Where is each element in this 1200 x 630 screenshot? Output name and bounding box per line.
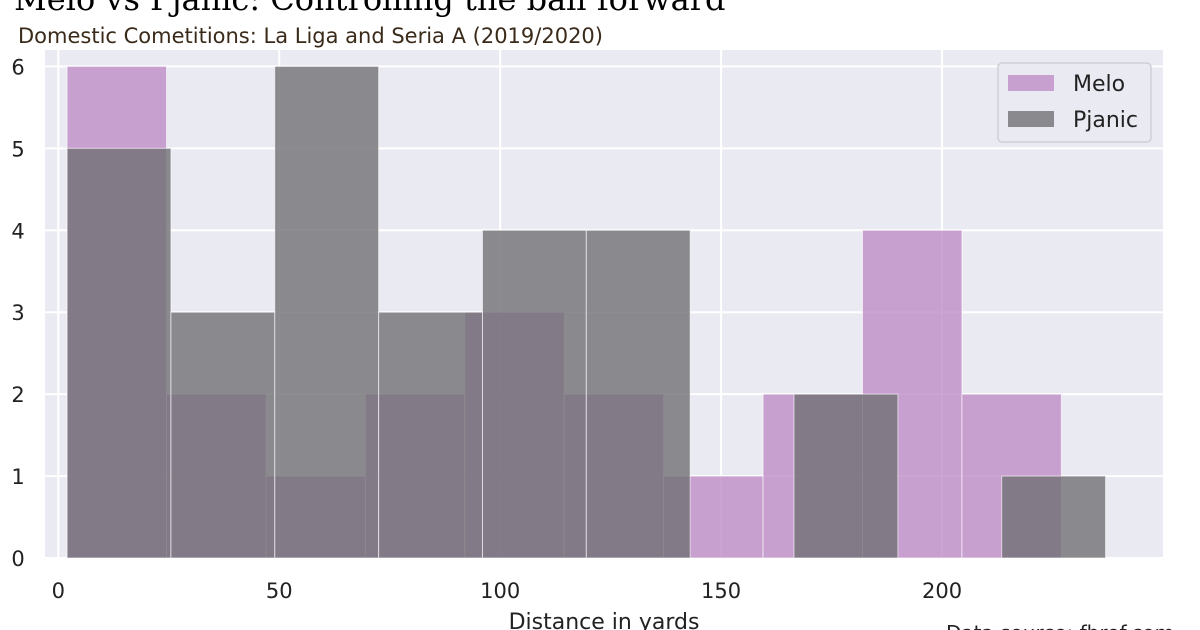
chart-subtitle: Domestic Cometitions: La Liga and Seria … — [18, 24, 603, 48]
bar-pjanic — [481, 229, 587, 559]
bar-pjanic — [274, 65, 380, 559]
bar-pjanic — [66, 147, 172, 559]
y-tick-label: 6 — [11, 55, 24, 79]
y-tick-label: 5 — [11, 137, 24, 161]
bar-pjanic — [378, 311, 483, 559]
tick-labels: 0 1 2 3 4 5 6 0 50 100 150 200 — [11, 55, 962, 603]
bar-pjanic — [1001, 475, 1107, 559]
bars — [66, 65, 1107, 559]
x-tick-label: 200 — [922, 579, 962, 603]
y-tick-label: 3 — [11, 301, 24, 325]
bar-pjanic — [585, 229, 691, 559]
bar-pjanic — [170, 311, 276, 559]
x-tick-label: 150 — [701, 579, 741, 603]
y-tick-label: 1 — [11, 465, 24, 489]
x-tick-label: 50 — [266, 579, 293, 603]
bar-pjanic — [793, 393, 899, 559]
y-tick-label: 4 — [11, 219, 24, 243]
legend-label-melo: Melo — [1073, 72, 1125, 97]
legend: Melo Pjanic — [997, 62, 1152, 143]
chart-title: Melo vs Pjanic: Controlling the ball for… — [14, 0, 725, 18]
x-axis-label: Distance in yards — [509, 610, 700, 630]
legend-label-pjanic: Pjanic — [1073, 108, 1138, 133]
y-tick-label: 2 — [11, 383, 24, 407]
data-source-note: Data source: fbref.com — [946, 621, 1174, 630]
x-tick-label: 100 — [480, 579, 520, 603]
legend-swatch-melo — [1008, 75, 1054, 91]
legend-swatch-pjanic — [1008, 111, 1054, 127]
y-tick-label: 0 — [11, 547, 24, 571]
x-tick-label: 0 — [52, 579, 65, 603]
